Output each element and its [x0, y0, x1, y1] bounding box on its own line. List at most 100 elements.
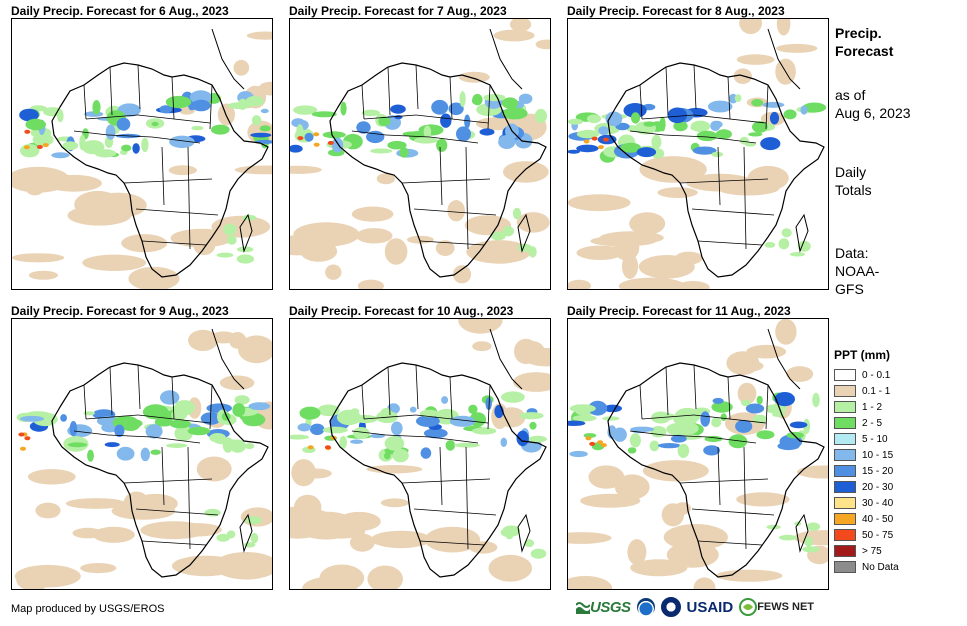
- usaid-seal-icon: [660, 597, 681, 617]
- legend-row: 10 - 15: [834, 447, 954, 463]
- forecast-panel-1: Daily Precip. Forecast for 6 Aug., 2023: [11, 4, 273, 290]
- fews-globe-icon: [739, 598, 758, 616]
- country-borders: [73, 364, 219, 550]
- legend-label: 15 - 20: [862, 465, 894, 477]
- africa-coastline: [51, 362, 269, 578]
- legend-swatch: [834, 401, 856, 413]
- precip-legend: PPT (mm) 0 - 0.1 0.1 - 1 1 - 2 2 - 5 5 - 10 1…: [834, 348, 954, 575]
- red-sea-coast: [489, 328, 523, 390]
- map-canvas: [568, 19, 828, 289]
- precip-fields: [14, 329, 272, 589]
- country-borders: [629, 64, 775, 250]
- map-background: [290, 319, 550, 589]
- legend-label: 5 - 10: [862, 433, 888, 445]
- legend-row: 0.1 - 1: [834, 383, 954, 399]
- product-title-line1: Precip.: [835, 25, 882, 41]
- country-borders: [351, 64, 497, 250]
- legend-label: 0.1 - 1: [862, 385, 891, 397]
- africa-precip-map: [567, 18, 829, 290]
- africa-precip-map: [11, 18, 273, 290]
- panel-title: Daily Precip. Forecast for 10 Aug., 2023: [289, 304, 514, 318]
- madagascar-outline: [239, 213, 253, 253]
- as-of-value: Aug 6, 2023: [835, 105, 911, 121]
- legend-row: 40 - 50: [834, 511, 954, 527]
- precip-fields: [290, 319, 550, 589]
- africa-coastline: [329, 62, 547, 278]
- forecast-panel-3: Daily Precip. Forecast for 8 Aug., 2023: [567, 4, 829, 290]
- usaid-logo-text: USAID: [686, 598, 734, 616]
- product-title: Precip. Forecast: [835, 24, 955, 60]
- usgs-wave-icon: [576, 602, 590, 614]
- legend-row: 50 - 75: [834, 527, 954, 543]
- africa-precip-map: [11, 318, 273, 590]
- legend-swatch: [834, 561, 856, 573]
- red-sea-coast: [211, 28, 245, 90]
- totals-line1: Daily: [835, 164, 867, 180]
- legend-row: > 75: [834, 543, 954, 559]
- legend-swatch: [834, 449, 856, 461]
- legend-row: No Data: [834, 559, 954, 575]
- red-sea-coast: [767, 28, 801, 90]
- legend-row: 2 - 5: [834, 415, 954, 431]
- legend-label: 40 - 50: [862, 513, 894, 525]
- as-of-label: as of: [835, 87, 866, 103]
- legend-swatch: [834, 497, 856, 509]
- totals-label: Daily Totals: [835, 163, 872, 199]
- totals-line2: Totals: [835, 182, 872, 198]
- legend-label: 30 - 40: [862, 497, 894, 509]
- precip-fields: [12, 31, 272, 289]
- product-title-line2: Forecast: [835, 43, 894, 59]
- forecast-panel-5: Daily Precip. Forecast for 10 Aug., 2023: [289, 304, 551, 590]
- africa-coastline: [607, 62, 825, 278]
- africa-coastline: [51, 62, 269, 278]
- panel-title: Daily Precip. Forecast for 7 Aug., 2023: [289, 4, 507, 18]
- legend-label: 2 - 5: [862, 417, 883, 429]
- legend-label: 1 - 2: [862, 401, 883, 413]
- legend-swatch: [834, 433, 856, 445]
- panel-title: Daily Precip. Forecast for 11 Aug., 2023: [567, 304, 791, 318]
- country-borders: [73, 64, 219, 250]
- legend-label: No Data: [862, 561, 899, 573]
- data-source: Data: NOAA- GFS: [835, 244, 879, 298]
- legend-label: 50 - 75: [862, 529, 894, 541]
- fews-logo-text: FEWS NET: [757, 601, 815, 613]
- madagascar-outline: [239, 513, 253, 553]
- panel-title: Daily Precip. Forecast for 6 Aug., 2023: [11, 4, 229, 18]
- madagascar-outline: [795, 213, 809, 253]
- precip-fields: [568, 19, 827, 289]
- red-sea-coast: [211, 328, 245, 390]
- forecast-panel-2: Daily Precip. Forecast for 7 Aug., 2023: [289, 4, 551, 290]
- map-canvas: [12, 319, 272, 589]
- map-canvas: [290, 319, 550, 589]
- legend-swatch: [834, 529, 856, 541]
- panel-title: Daily Precip. Forecast for 8 Aug., 2023: [567, 4, 785, 18]
- usgs-logo-text: USGS: [590, 598, 631, 616]
- madagascar-outline: [517, 213, 531, 253]
- map-canvas: [568, 319, 828, 589]
- legend-row: 0 - 0.1: [834, 367, 954, 383]
- legend-label: > 75: [862, 545, 882, 557]
- legend-row: 20 - 30: [834, 479, 954, 495]
- panel-title: Daily Precip. Forecast for 9 Aug., 2023: [11, 304, 229, 318]
- country-borders: [351, 364, 497, 550]
- fews-logo: FEWS NET: [739, 598, 814, 616]
- red-sea-coast: [489, 28, 523, 90]
- legend-label: 10 - 15: [862, 449, 894, 461]
- legend-swatch: [834, 465, 856, 477]
- legend-swatch: [834, 513, 856, 525]
- legend-title: PPT (mm): [834, 348, 891, 362]
- legend-swatch: [834, 369, 856, 381]
- africa-coastline: [607, 362, 825, 578]
- africa-precip-map: [567, 318, 829, 590]
- forecast-panel-4: Daily Precip. Forecast for 9 Aug., 2023: [11, 304, 273, 590]
- legend-row: 1 - 2: [834, 399, 954, 415]
- legend-swatch: [834, 417, 856, 429]
- africa-coastline: [329, 362, 547, 578]
- legend-row: 30 - 40: [834, 495, 954, 511]
- country-borders: [629, 364, 775, 550]
- data-source-line2: NOAA-: [835, 263, 880, 279]
- madagascar-outline: [517, 513, 531, 553]
- noaa-logo-icon: [636, 598, 655, 616]
- precip-fields: [290, 19, 550, 289]
- legend-swatch: [834, 545, 856, 557]
